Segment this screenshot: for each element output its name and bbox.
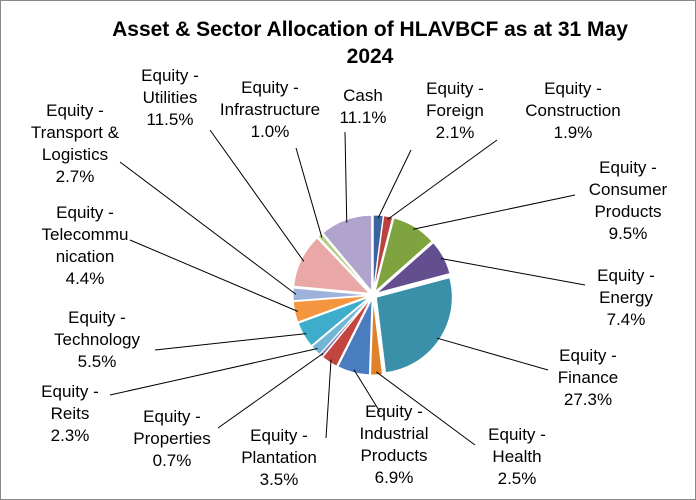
leader-line (377, 149, 412, 219)
pie-slice (293, 237, 371, 294)
pie-slice (317, 232, 371, 293)
category-label: Equity - Technology (53, 308, 140, 349)
value-label: 5.5% (77, 352, 117, 371)
category-label: Equity - Energy (597, 266, 655, 307)
value-label: 2.7% (55, 167, 95, 186)
pie-slice (375, 276, 453, 374)
leader-line (217, 353, 324, 429)
category-label: Cash (343, 86, 383, 105)
leader-line (129, 239, 298, 312)
leader-line (353, 369, 381, 413)
value-label: 3.5% (259, 470, 299, 489)
slice-label: Equity - Plantation 3.5% (229, 425, 329, 491)
category-label: Equity - Transport & Logistics (30, 101, 120, 164)
pie-slice (292, 287, 370, 302)
slice-label: Equity - Properties 0.7% (122, 406, 222, 472)
category-label: Equity - Consumer Products (588, 158, 668, 221)
category-label: Equity - Finance (557, 346, 619, 387)
pie-slice (311, 297, 371, 356)
slice-label: Equity - Energy 7.4% (586, 265, 666, 331)
slice-label: Equity - Health 2.5% (477, 424, 557, 490)
leader-line (295, 147, 323, 238)
slice-label: Cash 11.1% (328, 85, 398, 129)
slice-label: Equity - Telecommunication 4.4% (39, 202, 131, 290)
pie-slice (292, 295, 370, 323)
pie-slice (372, 214, 384, 292)
value-label: 2.1% (435, 123, 475, 142)
category-label: Equity - Utilities (141, 66, 199, 107)
leader-line (154, 333, 307, 351)
leader-line (387, 139, 498, 220)
pie-slice (322, 214, 373, 293)
leader-line (344, 131, 348, 223)
value-label: 4.4% (65, 269, 105, 288)
leader-line (413, 194, 576, 230)
value-label: 1.0% (250, 122, 290, 141)
slice-label: Equity - Foreign 2.1% (415, 78, 495, 144)
category-label: Equity - Foreign (426, 79, 484, 120)
value-label: 27.3% (563, 390, 613, 409)
value-label: 2.3% (50, 426, 90, 445)
slice-label: Equity - Industrial Products 6.9% (349, 401, 439, 489)
value-label: 11.1% (339, 108, 387, 127)
slice-label: Equity - Construction 1.9% (513, 78, 633, 144)
pie-slice (297, 296, 370, 347)
pie-slice (370, 298, 383, 376)
value-label: 7.4% (606, 310, 646, 329)
pie-slice (321, 298, 372, 367)
category-label: Equity - Properties (133, 407, 211, 448)
leader-line (436, 337, 549, 371)
slice-label: Equity - Consumer Products 9.5% (578, 157, 678, 245)
value-label: 9.5% (608, 224, 648, 243)
chart-title: Asset & Sector Allocation of HLAVBCF as … (112, 18, 628, 68)
value-label: 11.5% (146, 110, 194, 129)
slice-label: Equity - Technology 5.5% (37, 307, 157, 373)
leader-line (109, 348, 318, 396)
category-label: Equity - Reits (41, 382, 99, 423)
category-label: Equity - Infrastructure (219, 78, 321, 119)
value-label: 6.9% (374, 468, 414, 487)
value-label: 2.5% (497, 469, 537, 488)
category-label: Equity - Telecommunication (41, 203, 129, 266)
slice-label: Equity - Finance 27.3% (548, 345, 628, 411)
category-label: Equity - Health (488, 425, 546, 466)
pie-slice (374, 217, 433, 294)
pie-slice (373, 215, 394, 292)
leader-line (376, 371, 476, 446)
category-label: Equity - Construction (525, 79, 621, 120)
pie-slice (376, 241, 451, 294)
slice-label: Equity - Reits 2.3% (30, 381, 110, 447)
slice-label: Equity - Infrastructure 1.0% (205, 77, 335, 143)
slice-label: Equity - Utilities 11.5% (130, 65, 210, 131)
slice-label: Equity - Transport & Logistics 2.7% (20, 100, 130, 188)
pie-slice (337, 298, 373, 376)
value-label: 0.7% (152, 451, 192, 470)
leader-line (325, 359, 332, 439)
value-label: 1.9% (553, 123, 593, 142)
leader-line (209, 129, 305, 262)
category-label: Equity - Industrial Products (359, 402, 429, 465)
category-label: Equity - Plantation (241, 426, 317, 467)
leader-line (440, 258, 586, 286)
leader-line (119, 161, 297, 295)
